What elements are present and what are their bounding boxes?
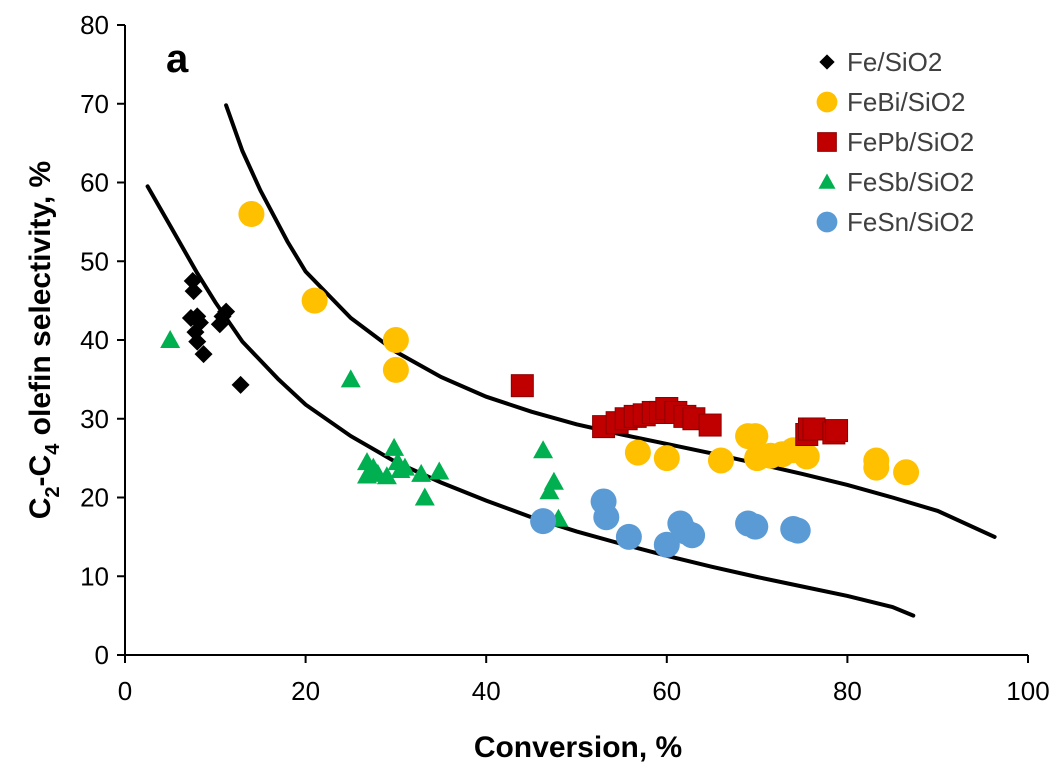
data-point: [188, 332, 207, 351]
data-point: [231, 375, 250, 394]
data-point: [543, 471, 564, 490]
data-point: [394, 457, 415, 476]
data-point: [510, 374, 534, 398]
data-point: [742, 513, 769, 540]
data-point: [384, 437, 405, 456]
x-tick-label: 80: [833, 676, 862, 706]
data-point: [539, 481, 560, 500]
x-tick-label: 100: [1006, 676, 1049, 706]
data-point: [784, 517, 811, 544]
data-point: [863, 454, 890, 481]
data-point: [653, 445, 680, 472]
fit-curve-1: [145, 184, 916, 618]
x-tick-label: 60: [652, 676, 681, 706]
y-tick-label: 20: [80, 483, 109, 513]
data-point: [429, 461, 450, 480]
y-tick-label: 10: [80, 561, 109, 591]
y-tick-label: 40: [80, 325, 109, 355]
legend-item: FeBi/SiO2: [816, 87, 966, 117]
data-point: [533, 440, 554, 459]
y-axis-title: C2-C4 olefin selectivity, %: [24, 161, 64, 519]
y-tick-label: 70: [80, 89, 109, 119]
x-tick-label: 20: [291, 676, 320, 706]
data-point: [793, 443, 820, 470]
legend-label: Fe/SiO2: [847, 47, 942, 77]
series-fesb-sio2: [160, 330, 569, 527]
legend-item: FeSb/SiO2: [818, 167, 974, 197]
legend-marker: [818, 173, 836, 189]
y-tick-label: 0: [95, 640, 109, 670]
data-point: [893, 459, 920, 486]
series-fe-sio2: [181, 271, 250, 394]
legend-marker: [817, 132, 837, 152]
x-tick-label: 40: [472, 676, 501, 706]
data-point: [593, 504, 620, 531]
data-point: [698, 413, 722, 437]
legend-item: FePb/SiO2: [817, 127, 974, 157]
data-point: [653, 531, 680, 558]
data-point: [238, 201, 265, 227]
legend-item: Fe/SiO2: [819, 47, 942, 77]
data-point: [301, 287, 328, 314]
data-point: [802, 417, 826, 441]
data-point: [530, 508, 557, 535]
data-point: [414, 487, 435, 506]
data-point: [194, 345, 213, 364]
fit-curve-2: [224, 103, 997, 539]
legend-label: FeBi/SiO2: [847, 87, 966, 117]
data-point: [615, 523, 642, 550]
x-tick-label: 0: [118, 676, 132, 706]
series-fesn-sio2: [530, 488, 811, 558]
data-point: [624, 439, 651, 466]
legend: Fe/SiO2 FeBi/SiO2 FePb/SiO2 FeSb/SiO2 FeSn/S…: [816, 47, 974, 237]
y-tick-label: 50: [80, 246, 109, 276]
legend-label: FePb/SiO2: [847, 127, 974, 157]
data-point: [825, 419, 849, 443]
axes: 0 20 40 60 80 100 0 10 20 30 40 50 60 70 80: [80, 10, 1050, 706]
y-tick-label: 80: [80, 10, 109, 40]
series-fepb-sio2: [510, 374, 849, 446]
data-point: [190, 313, 209, 332]
data-point: [707, 447, 734, 474]
legend-label: FeSb/SiO2: [847, 167, 974, 197]
y-tick-label: 30: [80, 404, 109, 434]
panel-label: a: [166, 37, 189, 81]
data-point: [340, 369, 361, 388]
y-tick-label: 60: [80, 168, 109, 198]
legend-label: FeSn/SiO2: [847, 207, 974, 237]
data-point: [411, 463, 432, 482]
data-markers: [160, 201, 920, 558]
data-point: [679, 522, 706, 549]
data-point: [376, 466, 397, 485]
series-febi-sio2: [238, 201, 920, 486]
data-point: [183, 271, 202, 290]
data-point: [160, 330, 181, 348]
legend-marker: [816, 211, 838, 233]
legend-item: FeSn/SiO2: [816, 207, 974, 237]
data-point: [742, 423, 769, 450]
x-axis-title: Conversion, %: [474, 731, 682, 764]
data-point: [184, 282, 203, 301]
legend-marker: [819, 54, 835, 70]
data-point: [217, 302, 236, 321]
legend-marker: [816, 91, 838, 113]
data-point: [382, 327, 409, 353]
data-point: [382, 356, 409, 383]
